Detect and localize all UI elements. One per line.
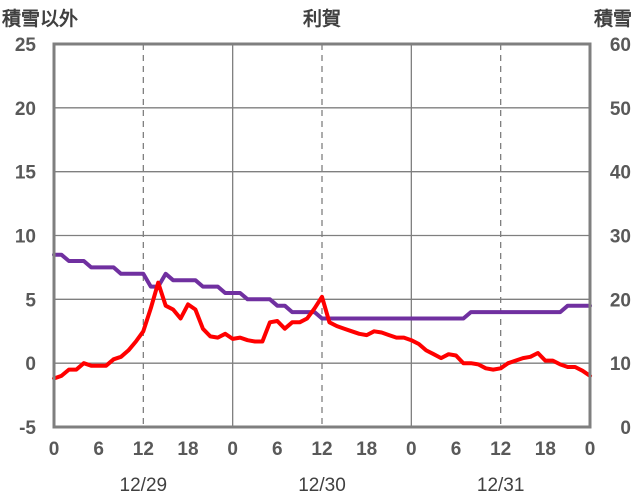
x-tick-label: 18 bbox=[356, 439, 377, 460]
x-tick-label: 18 bbox=[177, 439, 198, 460]
right-tick-label: 50 bbox=[610, 99, 631, 120]
right-tick-label: 10 bbox=[610, 354, 631, 375]
series-line-left-axis bbox=[52, 280, 592, 381]
date-labels: 12/29 12/30 12/31 bbox=[120, 475, 525, 496]
right-tick-label: 0 bbox=[620, 418, 631, 439]
right-tick-label: 40 bbox=[610, 163, 631, 184]
x-tick-label: 12 bbox=[311, 439, 332, 460]
grid-lines bbox=[54, 44, 590, 427]
date-label: 12/29 bbox=[120, 475, 168, 496]
left-tick-label: 5 bbox=[25, 290, 36, 311]
series-line-right-axis bbox=[52, 252, 592, 321]
left-tick-label: -5 bbox=[19, 418, 36, 439]
right-tick-label: 30 bbox=[610, 227, 631, 248]
right-tick-label: 60 bbox=[610, 35, 631, 56]
chart-title: 利賀 bbox=[303, 8, 341, 30]
right-tick-label: 20 bbox=[610, 290, 631, 311]
data-series bbox=[52, 252, 592, 381]
x-tick-label: 0 bbox=[227, 439, 238, 460]
left-axis-title: 積雪以外 bbox=[2, 7, 78, 30]
date-label: 12/30 bbox=[298, 475, 346, 496]
left-tick-label: 20 bbox=[15, 99, 36, 120]
plot-frame bbox=[52, 42, 592, 429]
x-tick-label: 6 bbox=[272, 439, 283, 460]
x-tick-label: 0 bbox=[406, 439, 417, 460]
left-tick-label: 0 bbox=[25, 354, 36, 375]
left-tick-label: 25 bbox=[15, 35, 37, 56]
x-tick-label: 0 bbox=[49, 439, 60, 460]
x-tick-label: 12 bbox=[133, 439, 154, 460]
right-axis-ticks: 0 10 20 30 40 50 60 bbox=[610, 35, 631, 439]
x-tick-label: 0 bbox=[585, 439, 596, 460]
x-tick-label: 6 bbox=[451, 439, 462, 460]
x-tick-label: 6 bbox=[93, 439, 104, 460]
x-tick-label: 18 bbox=[535, 439, 556, 460]
x-tick-label: 12 bbox=[490, 439, 511, 460]
right-axis-title: 積雪 bbox=[594, 7, 632, 30]
left-tick-label: 15 bbox=[15, 163, 37, 184]
x-axis-ticks: 0 6 12 18 0 6 12 18 0 6 12 18 0 bbox=[49, 439, 596, 460]
left-tick-label: 10 bbox=[15, 227, 36, 248]
left-axis-ticks: -5 0 5 10 15 20 25 bbox=[15, 35, 37, 439]
date-label: 12/31 bbox=[477, 475, 525, 496]
